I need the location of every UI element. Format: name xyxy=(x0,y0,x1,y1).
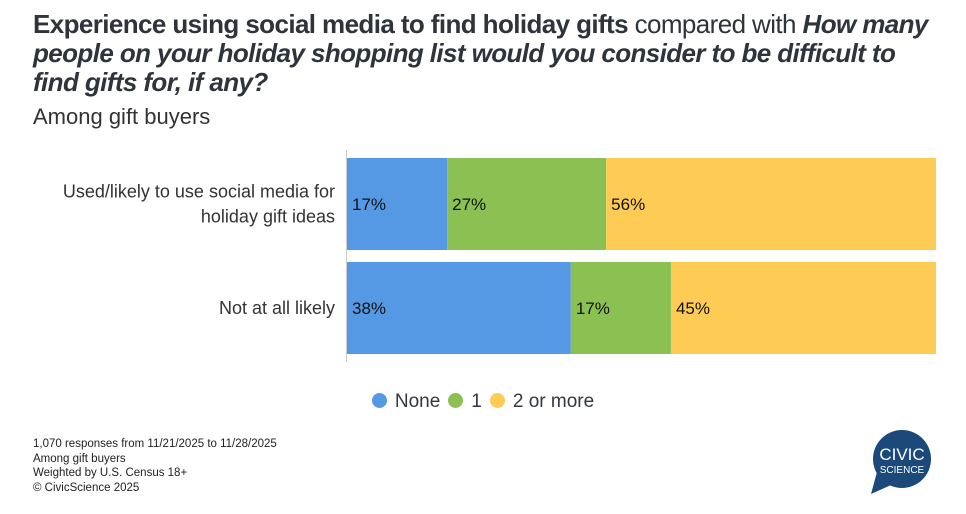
legend-dot-icon xyxy=(489,393,505,408)
data-label: 17% xyxy=(576,299,610,318)
bar-segment xyxy=(606,158,936,250)
data-label: 56% xyxy=(611,195,645,214)
data-label: 45% xyxy=(676,299,710,318)
bar-segment xyxy=(670,262,936,354)
data-label: 38% xyxy=(352,299,386,318)
logo-text-science: SCIENCE xyxy=(880,465,925,476)
legend-item: 1 xyxy=(448,391,482,412)
footer-line: Among gift buyers xyxy=(33,452,126,465)
logo-text-civic: CIVIC xyxy=(879,445,924,464)
bar-segment xyxy=(347,158,448,250)
footer-line: Weighted by U.S. Census 18+ xyxy=(33,467,188,479)
legend-item: None xyxy=(371,391,441,412)
bar-segment xyxy=(347,262,571,354)
footer-notes: 1,070 responses from 11/21/2025 to 11/28… xyxy=(33,437,277,495)
legend-dot-icon xyxy=(448,393,464,408)
legend-dot-icon xyxy=(371,393,387,408)
civicscience-logo: CIVIC SCIENCE xyxy=(871,430,931,494)
chart-subtitle: Among gift buyers xyxy=(33,104,211,129)
footer-line: 1,070 responses from 11/21/2025 to 11/28… xyxy=(33,438,277,450)
bar-segment xyxy=(447,158,607,250)
legend-label: None xyxy=(394,391,441,412)
legend-item: 2 or more xyxy=(489,391,595,412)
legend-label: 1 xyxy=(471,391,482,412)
data-label: 17% xyxy=(352,195,386,214)
category-label: holiday gift ideas xyxy=(201,207,335,227)
title-question: How many people on your holiday shopping… xyxy=(33,9,928,97)
data-label: 27% xyxy=(452,195,486,214)
footer-line: © CivicScience 2025 xyxy=(33,481,140,494)
category-label: Not at all likely xyxy=(219,298,335,318)
title-bold: Experience using social media to find ho… xyxy=(33,9,629,39)
legend: None 1 2 or more xyxy=(0,391,966,413)
title-mid: compared with xyxy=(627,9,803,39)
chart-title: Experience using social media to find ho… xyxy=(33,10,943,97)
bar-segment xyxy=(570,262,671,354)
legend-label: 2 or more xyxy=(512,391,595,412)
category-label: Used/likely to use social media for xyxy=(63,182,335,202)
